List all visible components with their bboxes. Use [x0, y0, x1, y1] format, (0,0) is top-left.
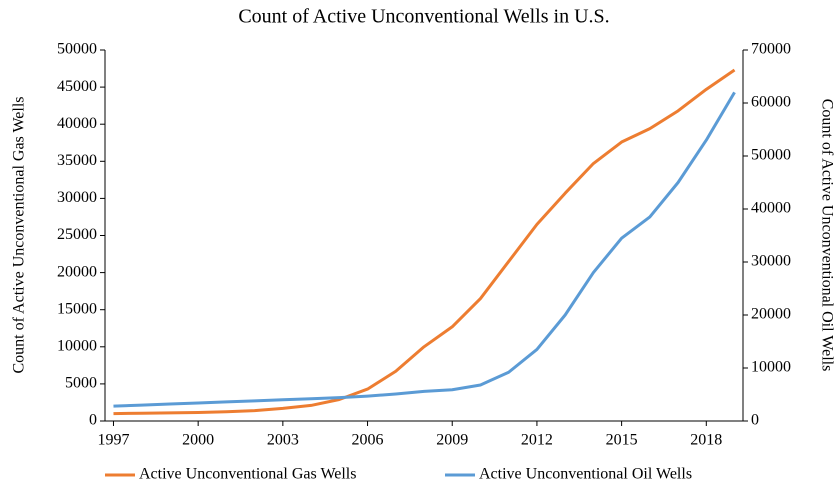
y-tick-label: 35000 — [57, 152, 97, 169]
x-tick-label: 2006 — [352, 432, 384, 449]
y2-tick-label: 30000 — [751, 253, 791, 270]
x-tick-label: 2003 — [267, 432, 299, 449]
x-tick-label: 2018 — [690, 432, 722, 449]
y2-tick-label: 70000 — [751, 41, 791, 58]
x-tick-label: 2015 — [606, 432, 638, 449]
y-tick-label: 50000 — [57, 41, 97, 58]
y2-tick-label: 10000 — [751, 359, 791, 376]
y-tick-label: 30000 — [57, 189, 97, 206]
y2-axis-label: Count of Active Unconventional Oil Wells — [818, 99, 835, 372]
y2-tick-label: 0 — [751, 412, 759, 429]
chart-title: Count of Active Unconventional Wells in … — [238, 6, 609, 28]
y-tick-label: 5000 — [65, 375, 97, 392]
y-tick-label: 10000 — [57, 337, 97, 354]
y-tick-label: 20000 — [57, 263, 97, 280]
y-tick-label: 15000 — [57, 300, 97, 317]
y-tick-label: 45000 — [57, 78, 97, 95]
y2-tick-label: 50000 — [751, 147, 791, 164]
x-tick-label: 2000 — [182, 432, 214, 449]
y-axis-label: Count of Active Unconventional Gas Wells — [11, 96, 28, 373]
legend-label: Active Unconventional Oil Wells — [479, 466, 692, 483]
x-tick-label: 1997 — [97, 432, 129, 449]
y-tick-label: 40000 — [57, 115, 97, 132]
x-tick-label: 2009 — [436, 432, 468, 449]
y2-tick-label: 60000 — [751, 94, 791, 111]
y2-tick-label: 20000 — [751, 306, 791, 323]
data-line — [113, 68, 736, 416]
y-tick-label: 25000 — [57, 226, 97, 243]
y2-tick-label: 40000 — [751, 200, 791, 217]
legend-label: Active Unconventional Gas Wells — [139, 466, 356, 483]
y-tick-label: 0 — [89, 412, 97, 429]
data-line — [113, 91, 736, 408]
x-tick-label: 2012 — [521, 432, 553, 449]
